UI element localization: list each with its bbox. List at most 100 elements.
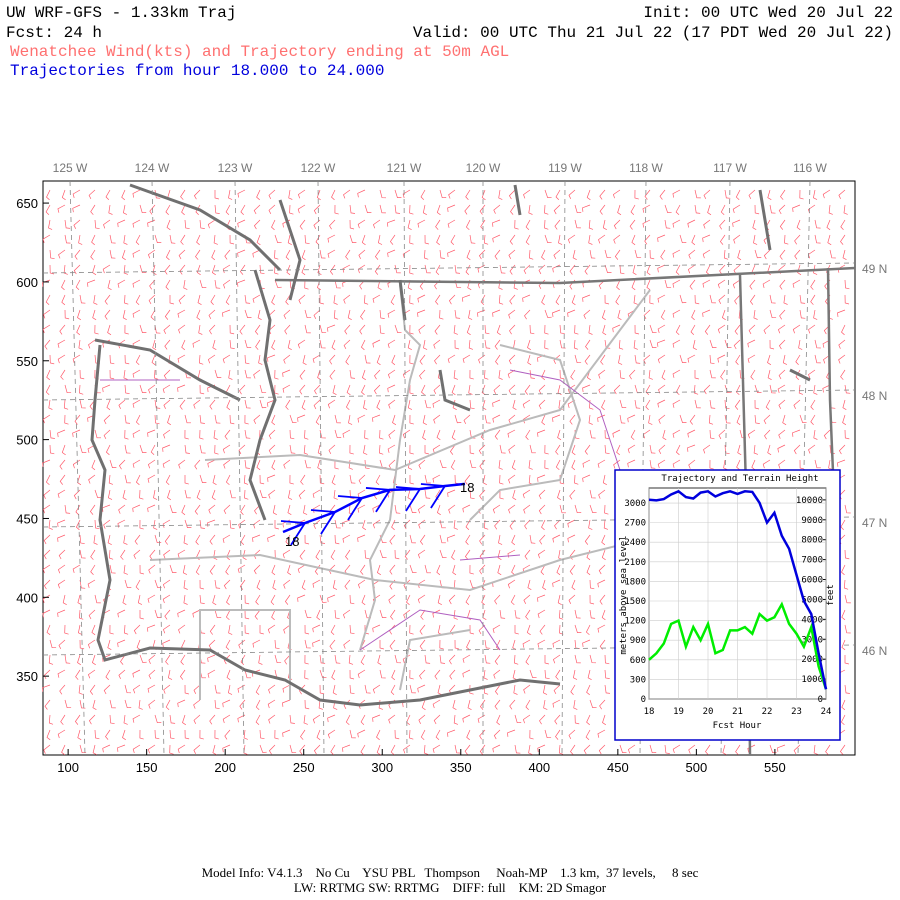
wind-barb bbox=[252, 294, 261, 303]
wind-barb bbox=[507, 369, 516, 379]
wind-barb bbox=[409, 294, 414, 305]
wind-barb bbox=[769, 339, 775, 350]
wind-barb bbox=[282, 549, 291, 559]
wind-barb bbox=[242, 549, 247, 561]
wind-barb bbox=[672, 279, 681, 288]
wind-barb bbox=[633, 339, 638, 350]
wind-barb bbox=[664, 279, 672, 289]
wind-barb bbox=[451, 384, 456, 396]
wind-barb bbox=[139, 489, 144, 500]
wind-barb bbox=[495, 639, 501, 651]
wind-barb bbox=[649, 294, 654, 305]
wind-barb bbox=[601, 534, 606, 546]
wind-barb bbox=[91, 624, 96, 636]
wind-barb bbox=[570, 684, 576, 695]
wind-barb bbox=[568, 189, 576, 199]
wind-barb bbox=[244, 489, 249, 500]
wind-barb bbox=[793, 399, 801, 409]
wind-barb bbox=[304, 624, 310, 635]
wind-barb bbox=[409, 414, 414, 425]
wind-barb bbox=[814, 219, 821, 229]
wind-barb bbox=[199, 384, 205, 395]
wind-barb bbox=[169, 744, 174, 755]
wind-barb bbox=[511, 564, 516, 576]
wind-barb bbox=[616, 279, 621, 291]
wind-barb bbox=[778, 204, 786, 215]
wind-barb bbox=[511, 534, 516, 546]
wind-barb bbox=[228, 189, 233, 200]
wind-barb bbox=[46, 189, 51, 201]
wind-barb bbox=[364, 294, 369, 305]
wind-barb bbox=[484, 654, 491, 664]
wind-barb bbox=[840, 714, 846, 726]
wind-barb bbox=[418, 459, 426, 469]
wind-barb bbox=[499, 474, 504, 485]
wind-barb bbox=[379, 309, 385, 319]
wind-barb bbox=[702, 309, 711, 318]
wind-barb bbox=[349, 729, 356, 739]
wind-barb bbox=[184, 414, 191, 424]
wind-barb bbox=[844, 384, 851, 394]
wind-barb bbox=[210, 294, 216, 305]
wind-barb bbox=[103, 684, 111, 695]
longitude-label: 123 W bbox=[218, 161, 253, 175]
wind-barb bbox=[64, 219, 71, 229]
wind-barb bbox=[793, 444, 801, 455]
wind-barb bbox=[223, 579, 231, 590]
wind-barb bbox=[124, 324, 129, 335]
wind-barb bbox=[447, 249, 456, 258]
wind-barb bbox=[794, 249, 801, 260]
wind-barb bbox=[479, 564, 486, 575]
wind-barb bbox=[435, 294, 441, 305]
wind-barb bbox=[64, 504, 71, 514]
wind-barb bbox=[497, 549, 502, 561]
wind-barb bbox=[453, 324, 458, 335]
wind-barb bbox=[64, 384, 72, 394]
wind-barb bbox=[289, 714, 295, 724]
wind-barb bbox=[585, 624, 591, 636]
wind-barb bbox=[448, 294, 456, 305]
wind-barb bbox=[64, 699, 72, 709]
wind-barb bbox=[304, 534, 310, 545]
series-line bbox=[648, 601, 828, 690]
wind-barb bbox=[722, 744, 727, 756]
wind-barb bbox=[703, 189, 711, 200]
wind-barb bbox=[363, 444, 368, 455]
wind-barb bbox=[844, 504, 851, 514]
wind-barb bbox=[225, 609, 231, 621]
wind-barb bbox=[584, 354, 591, 365]
wind-barb bbox=[60, 714, 66, 725]
wind-barb bbox=[552, 579, 561, 588]
wind-barb bbox=[599, 594, 606, 605]
wind-barb bbox=[634, 249, 642, 259]
wind-barb bbox=[387, 249, 396, 258]
x-tick-label: 200 bbox=[214, 760, 236, 775]
wind-barb bbox=[192, 339, 201, 348]
wind-barb bbox=[163, 399, 171, 409]
wind-barb bbox=[77, 729, 82, 741]
wind-barb bbox=[634, 189, 639, 200]
wind-barb bbox=[664, 744, 670, 754]
wind-barb bbox=[747, 744, 756, 753]
wind-barb bbox=[813, 189, 818, 200]
wind-barb bbox=[466, 729, 471, 741]
wind-barb bbox=[124, 624, 129, 635]
wind-barb bbox=[433, 714, 441, 725]
wind-barb bbox=[244, 459, 250, 469]
wind-barb bbox=[409, 534, 416, 544]
wind-barb bbox=[586, 564, 591, 576]
wind-barb bbox=[814, 354, 821, 364]
wind-barb bbox=[79, 294, 86, 304]
wind-barb bbox=[372, 219, 381, 229]
wind-barb bbox=[139, 444, 147, 453]
wind-barb bbox=[465, 189, 471, 200]
wind-barb bbox=[541, 519, 546, 531]
wind-barb bbox=[767, 354, 772, 366]
wind-barb bbox=[117, 219, 126, 228]
wind-barb bbox=[574, 204, 582, 214]
wind-barb bbox=[542, 579, 547, 591]
wind-barb bbox=[229, 324, 235, 335]
wind-barb bbox=[424, 445, 429, 455]
wind-barb bbox=[469, 234, 476, 244]
wind-barb bbox=[509, 324, 516, 335]
